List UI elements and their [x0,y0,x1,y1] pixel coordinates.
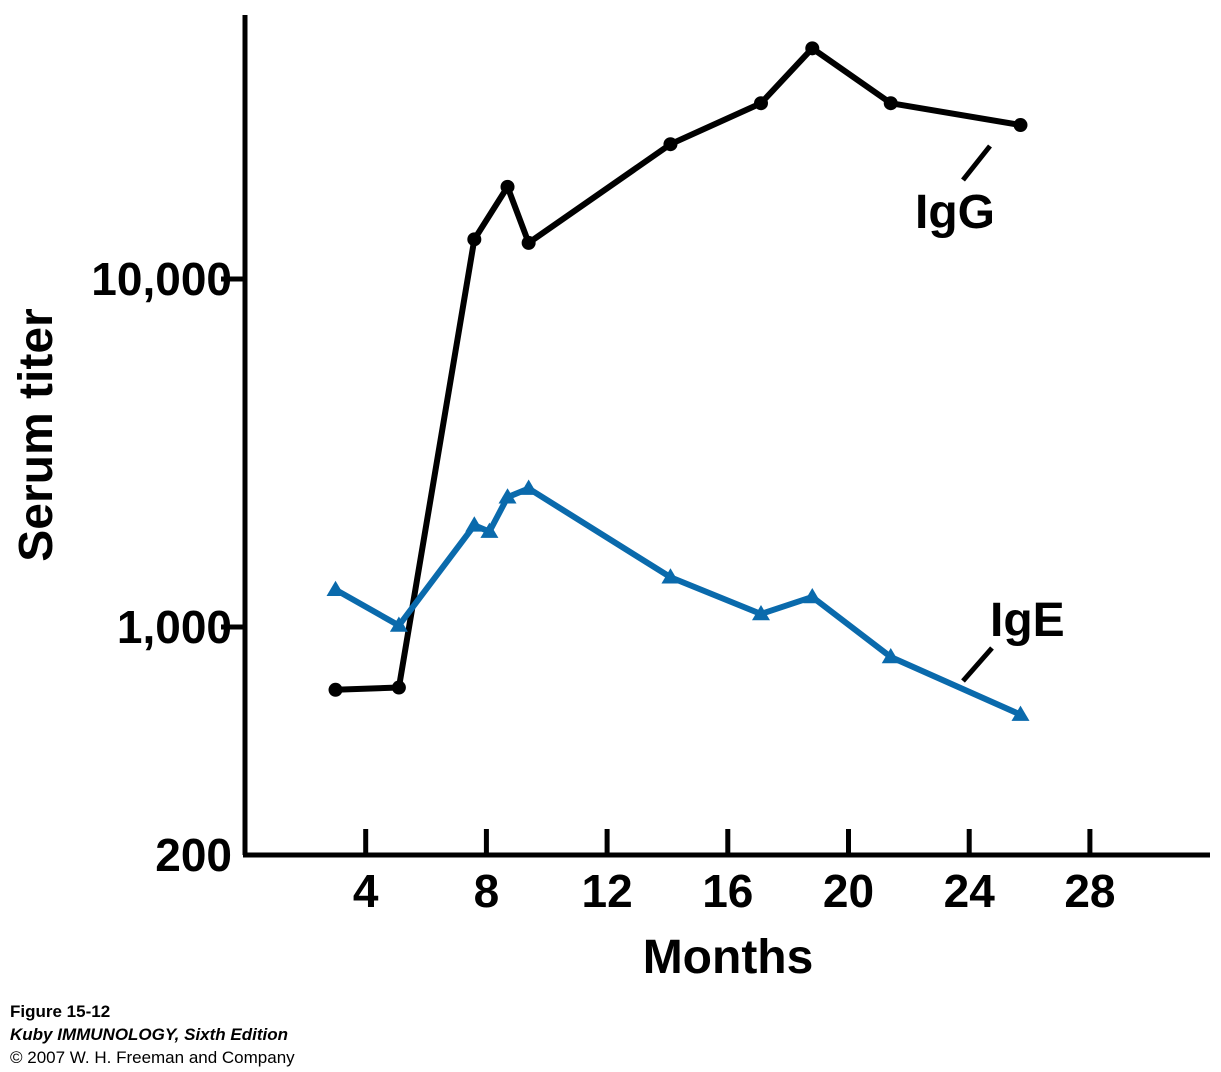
axes [242,15,1210,858]
series-label-ige: IgE [990,594,1065,647]
data-point-igg [521,235,536,250]
data-point-igg [805,41,820,56]
y-tick-label: 1,000 [117,601,232,653]
x-tick-label: 24 [944,865,996,917]
x-tick-label: 12 [582,865,633,917]
data-point-igg [391,680,406,695]
chart: 4 8 12 16 20 24 28 200 1,000 10,000 IgG IgE Month… [10,15,1210,984]
leader-line-igg [961,144,992,182]
data-point-igg [883,96,898,111]
data-point-ige [803,587,822,604]
data-point-ige [519,479,538,495]
book-title: Kuby IMMUNOLOGY, Sixth Edition [10,1025,288,1044]
x-tick-label: 8 [474,865,500,917]
data-point-ige [480,522,499,538]
x-axis-title: Months [643,931,814,984]
series-labels: IgG IgE [915,144,1065,683]
data-point-igg [663,137,678,152]
data-point-igg [1013,118,1028,133]
series-line-igg [335,45,1021,693]
series-layer [326,41,1030,721]
data-point-igg [467,232,482,247]
x-axis-ticks: 4 8 12 16 20 24 28 [353,829,1115,917]
y-axis-title: Serum titer [10,308,63,561]
data-point-ige [465,516,484,532]
y-tick-label: 10,000 [91,253,232,305]
x-tick-label: 16 [702,865,753,917]
figure-number: Figure 15-12 [10,1002,111,1021]
series-line-ige [334,485,1022,718]
series-ige [326,479,1030,721]
series-label-igg: IgG [915,186,995,239]
y-axis-ticks: 200 1,000 10,000 [91,253,245,881]
data-point-ige [498,488,517,504]
data-point-ige [1011,705,1030,721]
leader-line-ige [961,646,994,683]
series-igg [328,41,1028,697]
data-point-igg [328,682,343,697]
x-tick-label: 4 [353,865,379,917]
y-tick-label: 200 [155,829,232,881]
data-point-ige [326,580,345,596]
data-point-ige [661,568,680,584]
data-point-ige [881,647,900,664]
data-point-ige [389,616,408,632]
data-point-igg [500,179,515,194]
copyright-notice: © 2007 W. H. Freeman and Company [10,1048,295,1067]
x-tick-label: 20 [823,865,874,917]
x-tick-label: 28 [1064,865,1115,917]
data-point-ige [751,604,770,621]
data-point-igg [753,96,768,111]
